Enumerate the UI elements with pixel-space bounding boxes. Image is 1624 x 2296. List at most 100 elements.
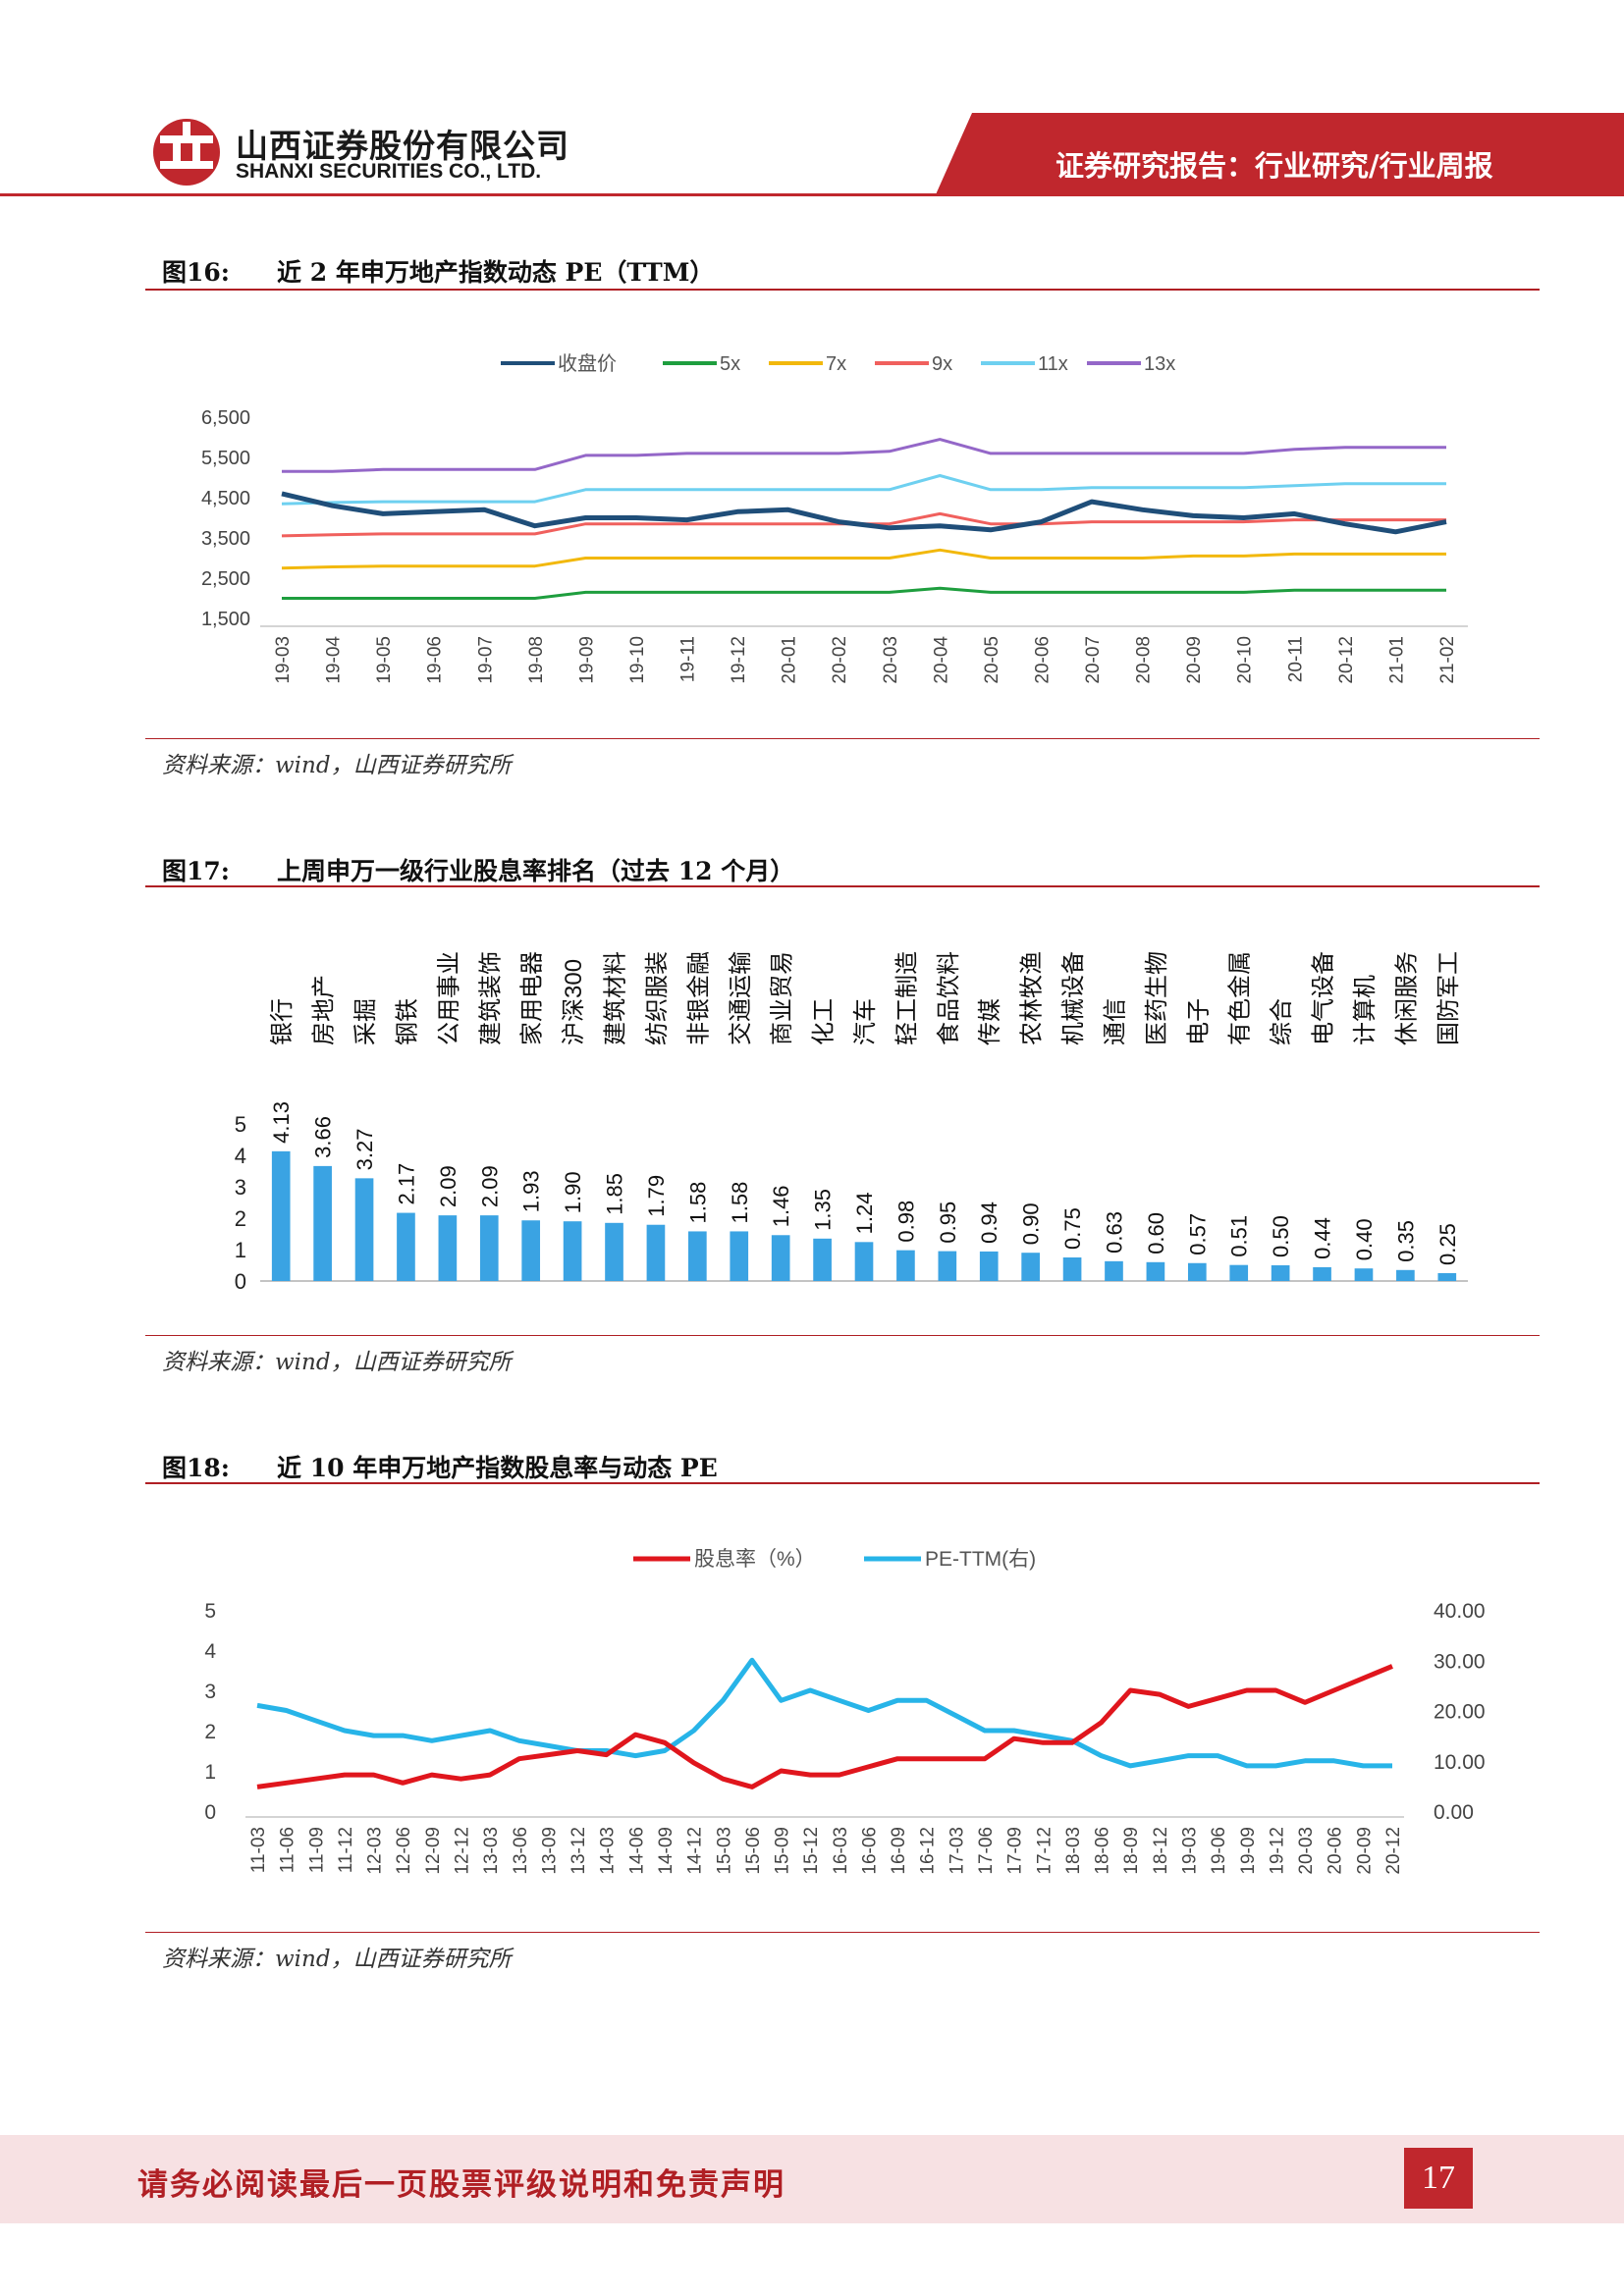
bar-有色金属 [1229, 1264, 1249, 1281]
divider [145, 1932, 1540, 1933]
series-line-5x [282, 586, 1446, 600]
x-tick-label: 16-03 [831, 1827, 851, 1875]
x-tick-label: 18-03 [1063, 1827, 1084, 1875]
header-red-shape [935, 113, 1624, 196]
legend-label: 5x [720, 353, 740, 375]
figure-17-source: 资料来源：wind，山西证券研究所 [162, 1350, 512, 1375]
bar-公用事业 [438, 1215, 458, 1281]
x-tick-label: 20-06 [1326, 1827, 1346, 1875]
y-left-tick-label: 0 [204, 1801, 216, 1824]
category-label: 非银金融 [685, 951, 712, 1045]
x-tick-label: 20-11 [1285, 636, 1306, 682]
y-left-tick-label: 3 [204, 1681, 216, 1703]
bar-国防军工 [1437, 1273, 1457, 1281]
bar-value-label: 2.17 [394, 1163, 418, 1205]
x-tick-label: 20-09 [1354, 1827, 1375, 1875]
divider [145, 738, 1540, 739]
category-label: 汽车 [852, 998, 879, 1045]
category-label: 房地产 [311, 975, 338, 1045]
x-tick-label: 13-06 [511, 1827, 531, 1875]
figure-16-source: 资料来源：wind，山西证券研究所 [162, 753, 512, 778]
bar-食品饮料 [938, 1251, 957, 1281]
x-tick-label: 19-06 [1209, 1827, 1229, 1875]
category-label: 通信 [1102, 998, 1128, 1045]
bar-value-label: 0.50 [1269, 1215, 1293, 1257]
legend-label: 7x [826, 353, 846, 375]
y-left-tick-label: 1 [204, 1761, 216, 1784]
y-right-tick-label: 10.00 [1434, 1751, 1486, 1774]
x-tick-label: 13-09 [539, 1827, 560, 1875]
bar-采掘 [354, 1178, 374, 1281]
x-tick-label: 18-06 [1093, 1827, 1113, 1875]
category-label: 公用事业 [436, 951, 462, 1045]
legend-label: 11x [1038, 353, 1068, 375]
dividend-pe-10y-chart: 股息率（%） PE-TTM(右) 5 4 3 2 1 0 40.00 30.00 20.00 10.0… [204, 1548, 1486, 1875]
y-tick-label: 2,500 [201, 568, 250, 590]
x-tick-label: 21-01 [1386, 636, 1407, 684]
x-tick-label: 15-12 [801, 1827, 822, 1875]
y-right-tick-label: 40.00 [1434, 1600, 1486, 1623]
y-tick-label: 3 [235, 1175, 246, 1200]
bar-商业贸易 [771, 1235, 790, 1281]
x-tick-label: 12-12 [452, 1827, 472, 1875]
y-left-tick-label: 5 [204, 1600, 216, 1623]
bar-非银金融 [688, 1231, 707, 1281]
x-tick-label: 20-02 [830, 636, 850, 684]
divider [145, 1335, 1540, 1336]
company-logo-icon [153, 119, 220, 186]
bar-value-label: 0.35 [1393, 1220, 1418, 1262]
x-tick-label: 12-09 [423, 1827, 444, 1875]
x-tick-label: 19-11 [678, 636, 699, 682]
divider [145, 1482, 1540, 1484]
x-tick-label: 13-12 [568, 1827, 589, 1875]
bar-value-label: 2.09 [436, 1165, 460, 1207]
x-tick-label: 17-03 [947, 1827, 967, 1875]
bar-value-label: 0.95 [936, 1201, 960, 1244]
series-line-7x [281, 548, 1446, 570]
x-tick-label: 20-05 [982, 636, 1002, 684]
category-label: 电子 [1185, 998, 1212, 1045]
category-label: 沪深300 [561, 959, 587, 1045]
category-label: 机械设备 [1060, 951, 1087, 1045]
divider [145, 289, 1540, 291]
x-tick-label: 21-02 [1437, 636, 1458, 684]
bar-电子 [1187, 1262, 1207, 1281]
report-type: 证券研究报告：行业研究/行业周报 [1056, 149, 1493, 183]
x-tick-label: 12-03 [365, 1827, 386, 1875]
series-line-PE-TTM(右) [256, 1657, 1392, 1769]
bar-家用电器 [521, 1220, 541, 1281]
x-tick-label: 15-06 [743, 1827, 764, 1875]
bar-建筑装饰 [479, 1215, 499, 1281]
bar-轻工制造 [896, 1250, 915, 1281]
x-tick-label: 19-08 [526, 636, 547, 684]
series-line-收盘价 [281, 491, 1447, 535]
x-tick-label: 16-06 [859, 1827, 880, 1875]
y-right-tick-label: 30.00 [1434, 1650, 1486, 1673]
y-tick-label: 1,500 [201, 609, 250, 630]
x-tick-label: 15-09 [773, 1827, 793, 1875]
bar-建筑材料 [605, 1222, 623, 1281]
category-label: 家用电器 [519, 951, 546, 1045]
y-tick-label: 5,500 [201, 448, 250, 469]
x-tick-label: 18-09 [1121, 1827, 1142, 1875]
legend-label: PE-TTM(右) [925, 1548, 1036, 1571]
bar-value-label: 4.13 [269, 1101, 294, 1144]
x-tick-label: 20-10 [1235, 636, 1256, 684]
bar-value-label: 0.40 [1352, 1218, 1377, 1260]
bar-value-label: 1.24 [852, 1192, 877, 1234]
bar-value-label: 3.27 [352, 1129, 377, 1171]
bar-计算机 [1354, 1268, 1374, 1281]
bar-value-label: 1.93 [519, 1170, 544, 1212]
bar-value-label: 1.58 [685, 1182, 710, 1224]
category-label: 银行 [269, 998, 296, 1045]
x-tick-label: 20-03 [1296, 1827, 1317, 1875]
x-tick-label: 11-03 [248, 1827, 269, 1873]
figure-number: 图16: [162, 258, 231, 287]
x-tick-label: 11-12 [336, 1827, 356, 1873]
bar-value-label: 2.09 [477, 1165, 502, 1207]
category-label: 综合 [1269, 998, 1295, 1045]
bar-value-label: 0.98 [893, 1201, 918, 1243]
bar-化工 [813, 1238, 832, 1281]
x-tick-label: 17-12 [1034, 1827, 1055, 1875]
series-line-11x [281, 474, 1446, 506]
